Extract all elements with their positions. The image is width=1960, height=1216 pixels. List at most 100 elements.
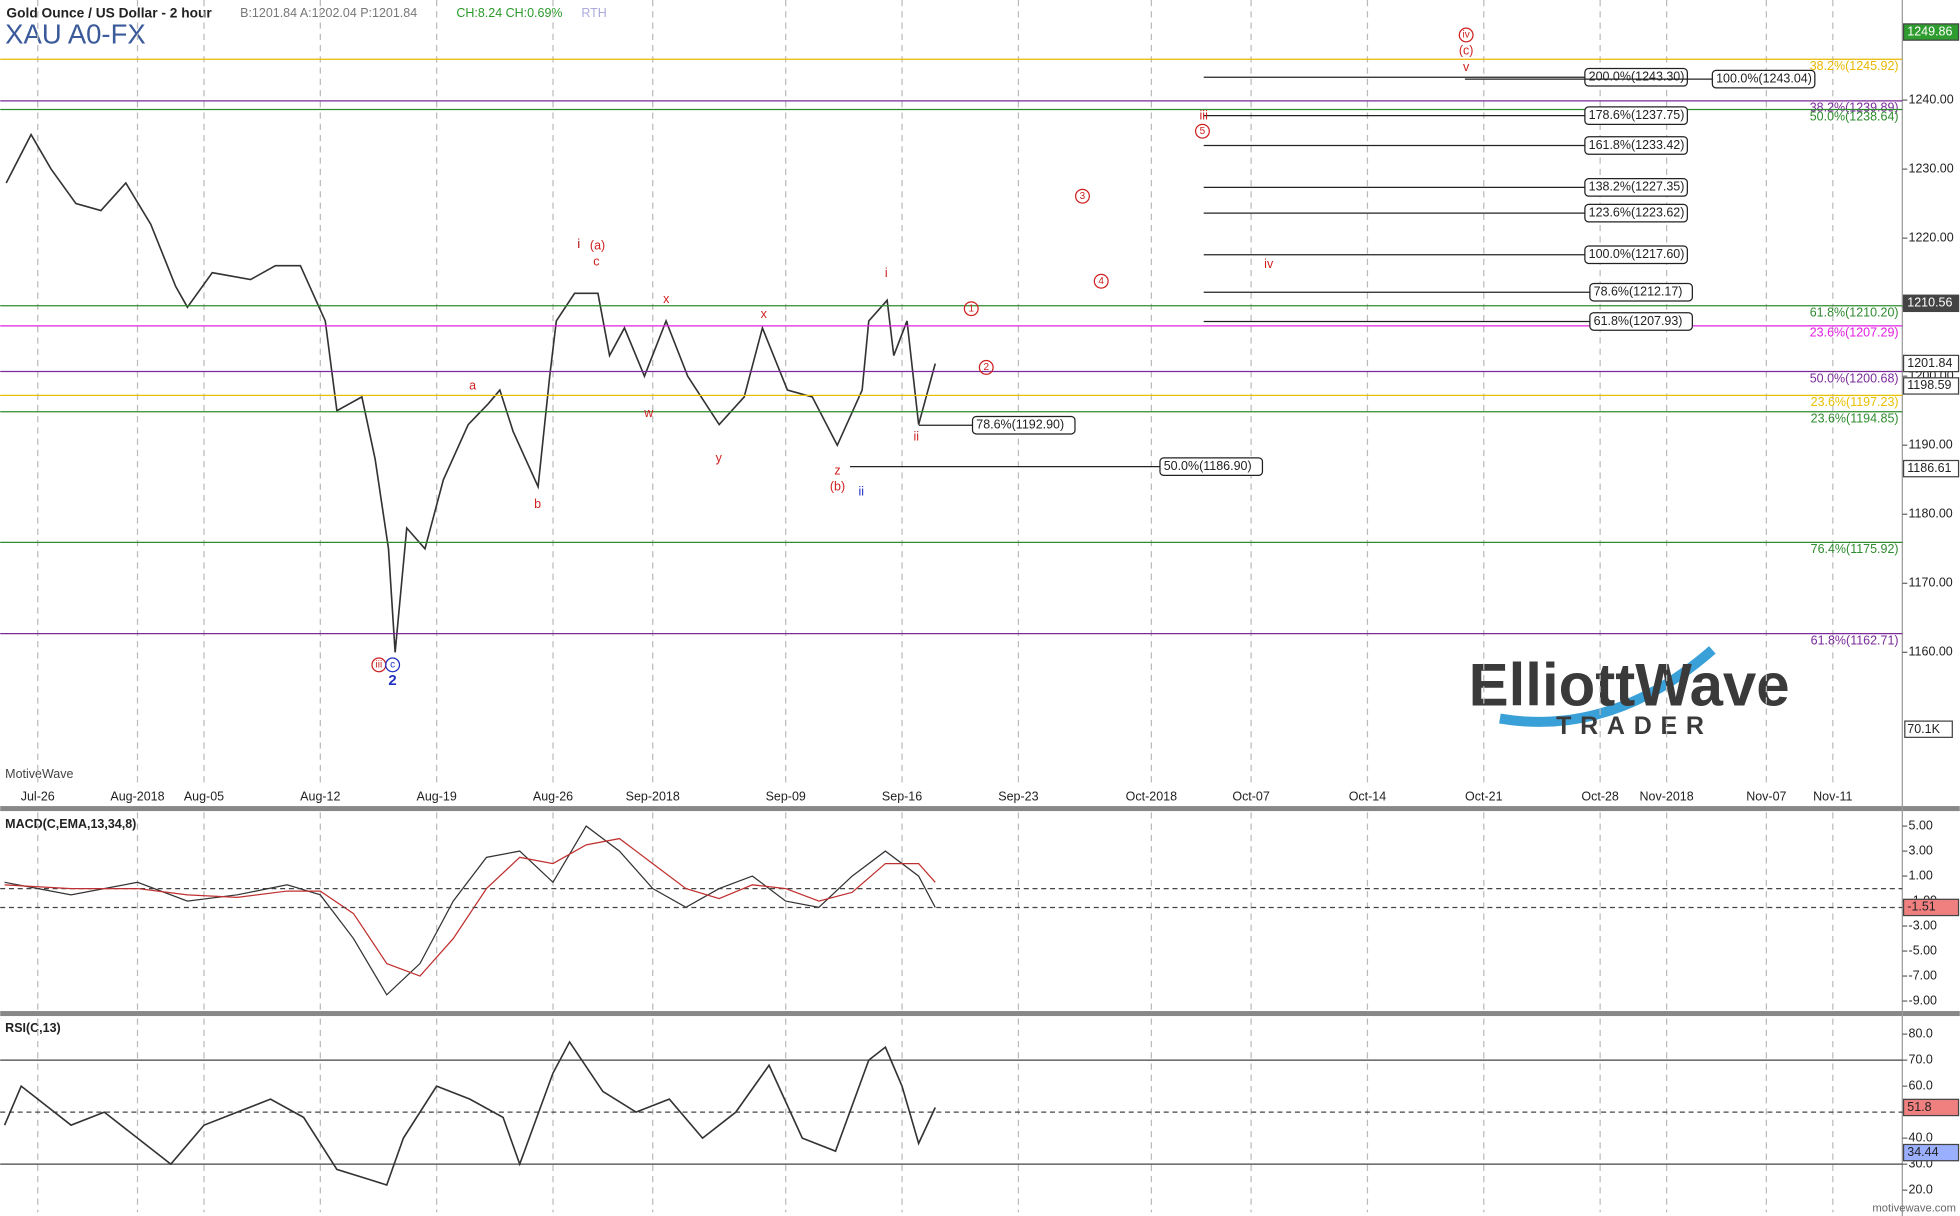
wave-label: 2 [983, 362, 989, 373]
price-tag-box [1902, 294, 1960, 313]
wave-circle [385, 657, 401, 673]
y-tick-label: 1170.00 [1909, 576, 1953, 590]
fib-label: 61.8%(1210.20) [1810, 306, 1899, 320]
projection-box [971, 415, 1076, 435]
wave-circle [978, 359, 994, 375]
projection-label: 78.6%(1192.90) [976, 418, 1064, 432]
y-tick-label: 1160.00 [1909, 645, 1953, 659]
indicator-line [3, 1040, 936, 1187]
panel-divider [0, 1011, 1960, 1017]
price-tag: 1198.59 [1907, 378, 1951, 392]
wave-circle [1194, 123, 1210, 139]
fib-label: 76.4%(1175.92) [1811, 542, 1899, 556]
y-tick-label: -3.00 [1909, 918, 1938, 932]
projection-box [1584, 178, 1688, 197]
price-tag-box [1902, 898, 1960, 917]
y-tick-label: 1220.00 [1909, 230, 1954, 244]
x-tick-label: Nov-07 [1746, 790, 1786, 804]
x-tick-label: Sep-16 [882, 790, 922, 804]
price-tag: -1.51 [1907, 900, 1936, 914]
y-tick-label: 80.0 [1909, 1026, 1933, 1040]
projection-box [1711, 69, 1816, 89]
macd-title: MACD(C,EMA,13,34,8) [5, 817, 136, 831]
x-tick-label: Aug-19 [417, 790, 457, 804]
wave-label: 5 [1200, 126, 1206, 137]
price-tag: 1186.61 [1907, 461, 1951, 475]
session: RTH [581, 6, 606, 20]
logo-name: ElliottWave [1469, 652, 1790, 719]
projection-box [1584, 67, 1688, 87]
projection-box [1584, 106, 1688, 125]
y-tick-label: 1180.00 [1909, 507, 1953, 521]
change: CH:8.24 CH:0.69% [456, 6, 562, 20]
projection-box [1584, 203, 1688, 223]
wave-label: ii [913, 430, 919, 444]
indicator-line [4, 825, 936, 996]
wave-label: 4 [1098, 276, 1104, 287]
fib-label: 23.6%(1194.85) [1811, 412, 1899, 426]
price-line [5, 132, 937, 653]
y-tick-label: -5.00 [1909, 943, 1938, 957]
price-tag: 1249.86 [1907, 24, 1952, 38]
x-tick-label: Sep-23 [998, 790, 1038, 804]
wave-label: v [1463, 60, 1470, 74]
wave-label: x [761, 307, 768, 321]
footer-left: MotiveWave [5, 767, 73, 781]
projection-box [1589, 282, 1693, 302]
x-tick-label: Jul-26 [21, 790, 55, 804]
wave-label: (a) [590, 238, 605, 252]
wave-label: iv [1264, 257, 1274, 271]
fib-label: 38.2%(1245.92) [1810, 59, 1899, 73]
wave-label: iii [376, 660, 383, 671]
wave-label: c [593, 255, 599, 269]
x-tick-label: Oct-2018 [1126, 790, 1177, 804]
logo-tagline: TRADER [1556, 712, 1713, 740]
wave-label: (b) [830, 480, 845, 494]
price-tag-box [1902, 23, 1960, 41]
fib-label: 61.8%(1162.71) [1811, 633, 1899, 647]
price-tag: 1210.56 [1907, 296, 1952, 310]
projection-label: 178.6%(1237.75) [1589, 108, 1685, 122]
price-tag-box [1902, 1143, 1960, 1162]
wave-label: b [534, 497, 541, 511]
x-tick-label: Aug-12 [300, 790, 340, 804]
wave-label: z [834, 463, 840, 477]
x-tick-label: Nov-11 [1813, 790, 1852, 804]
subtitle: Gold Ounce / US Dollar - 2 hour [6, 5, 212, 20]
rsi-title: RSI(C,13) [5, 1021, 60, 1035]
x-tick-label: Aug-05 [184, 790, 224, 804]
wave-label: a [469, 378, 476, 392]
projection-label: 100.0%(1243.04) [1716, 71, 1812, 85]
x-tick-label: Oct-14 [1349, 790, 1387, 804]
x-tick-label: Nov-2018 [1640, 790, 1694, 804]
x-tick-label: Aug-26 [533, 790, 573, 804]
projection-label: 100.0%(1217.60) [1589, 247, 1685, 261]
y-tick-label: 5.00 [1909, 818, 1933, 832]
wave-label: iii [1200, 109, 1208, 123]
price-tag: 34.44 [1907, 1145, 1938, 1159]
y-tick-label: 3.00 [1909, 843, 1933, 857]
wave-label: y [716, 451, 723, 465]
wave-circle [1458, 27, 1474, 43]
y-tick-label: 20.0 [1909, 1182, 1933, 1196]
y-tick-label: 60.0 [1909, 1078, 1933, 1092]
y-tick-label: -7.00 [1909, 968, 1938, 982]
projection-box [1584, 136, 1688, 155]
price-tag-box [1902, 377, 1960, 395]
price-tag-box [1902, 354, 1960, 373]
wave-label: w [643, 406, 654, 420]
projection-label: 161.8%(1233.42) [1589, 138, 1685, 152]
x-tick-label: Sep-2018 [626, 790, 680, 804]
wave-label: i [577, 237, 580, 251]
fib-label: 50.0%(1200.68) [1810, 371, 1899, 385]
wave-circle [1074, 188, 1090, 204]
projection-label: 78.6%(1212.17) [1594, 284, 1683, 298]
x-tick-label: Oct-21 [1465, 790, 1503, 804]
x-tick-label: Aug-2018 [110, 790, 164, 804]
price-tag: 1201.84 [1907, 356, 1952, 370]
y-tick-label: 1.00 [1909, 868, 1933, 882]
wave-label: c [390, 660, 395, 671]
volume-tag: 70.1K [1907, 722, 1940, 736]
y-tick-label: 70.0 [1909, 1052, 1933, 1066]
